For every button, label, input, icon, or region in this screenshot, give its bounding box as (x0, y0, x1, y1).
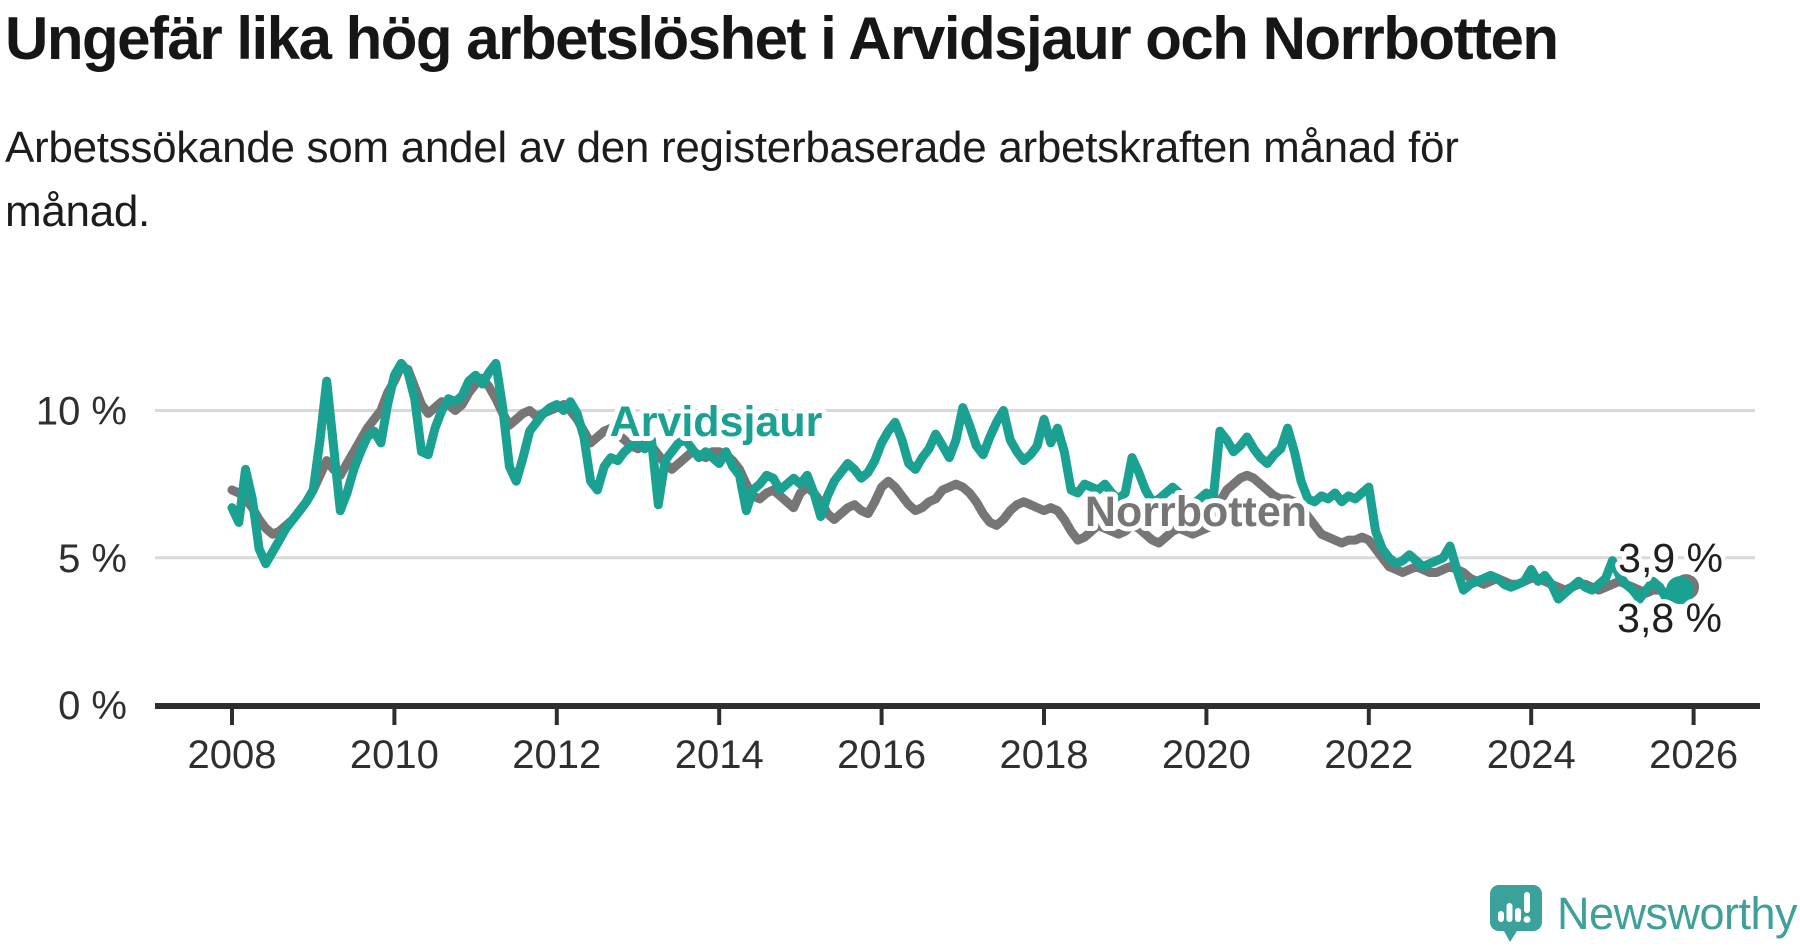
y-tick-label-10: 10 % (36, 390, 127, 434)
x-tick-label-2026: 2026 (1649, 733, 1738, 777)
norrbotten-series-label: Norrbotten (1085, 488, 1307, 536)
x-tick-label-2014: 2014 (675, 733, 764, 777)
x-tick-label-2012: 2012 (512, 733, 601, 777)
y-tick-label-0: 0 % (58, 684, 127, 728)
newsworthy-logo-text: Newsworthy (1557, 888, 1798, 939)
x-tick-label-2018: 2018 (1000, 733, 1089, 777)
x-tick-label-2016: 2016 (837, 733, 926, 777)
arvidsjaur-end-dot (1666, 576, 1695, 605)
newsworthy-logo: Newsworthy (1489, 884, 1798, 944)
newsworthy-speech-bubble-barchart-icon (1490, 885, 1542, 942)
x-tick-label-2020: 2020 (1162, 733, 1251, 777)
x-tick-label-2024: 2024 (1487, 733, 1576, 777)
x-tick-label-2022: 2022 (1324, 733, 1413, 777)
subtitle-line-1: Arbetssökande som andel av den registerb… (5, 123, 1459, 172)
norrbotten-end-value-label: 3,8 % (1617, 595, 1722, 641)
arvidsjaur-line (227, 358, 1685, 604)
arvidsjaur-end-value-label: 3,9 % (1618, 535, 1723, 581)
subtitle-line-2: månad. (5, 186, 150, 236)
norrbotten-line (227, 361, 1685, 598)
page-subtitle: Arbetssökande som andel av den registerb… (5, 116, 1745, 244)
x-tick-label-2008: 2008 (188, 733, 277, 777)
page-title: Ungefär lika hög arbetslöshet i Arvidsja… (5, 5, 1559, 72)
arvidsjaur-series-label: Arvidsjaur (610, 398, 823, 446)
y-tick-label-5: 5 % (58, 537, 127, 581)
x-tick-label-2010: 2010 (350, 733, 439, 777)
